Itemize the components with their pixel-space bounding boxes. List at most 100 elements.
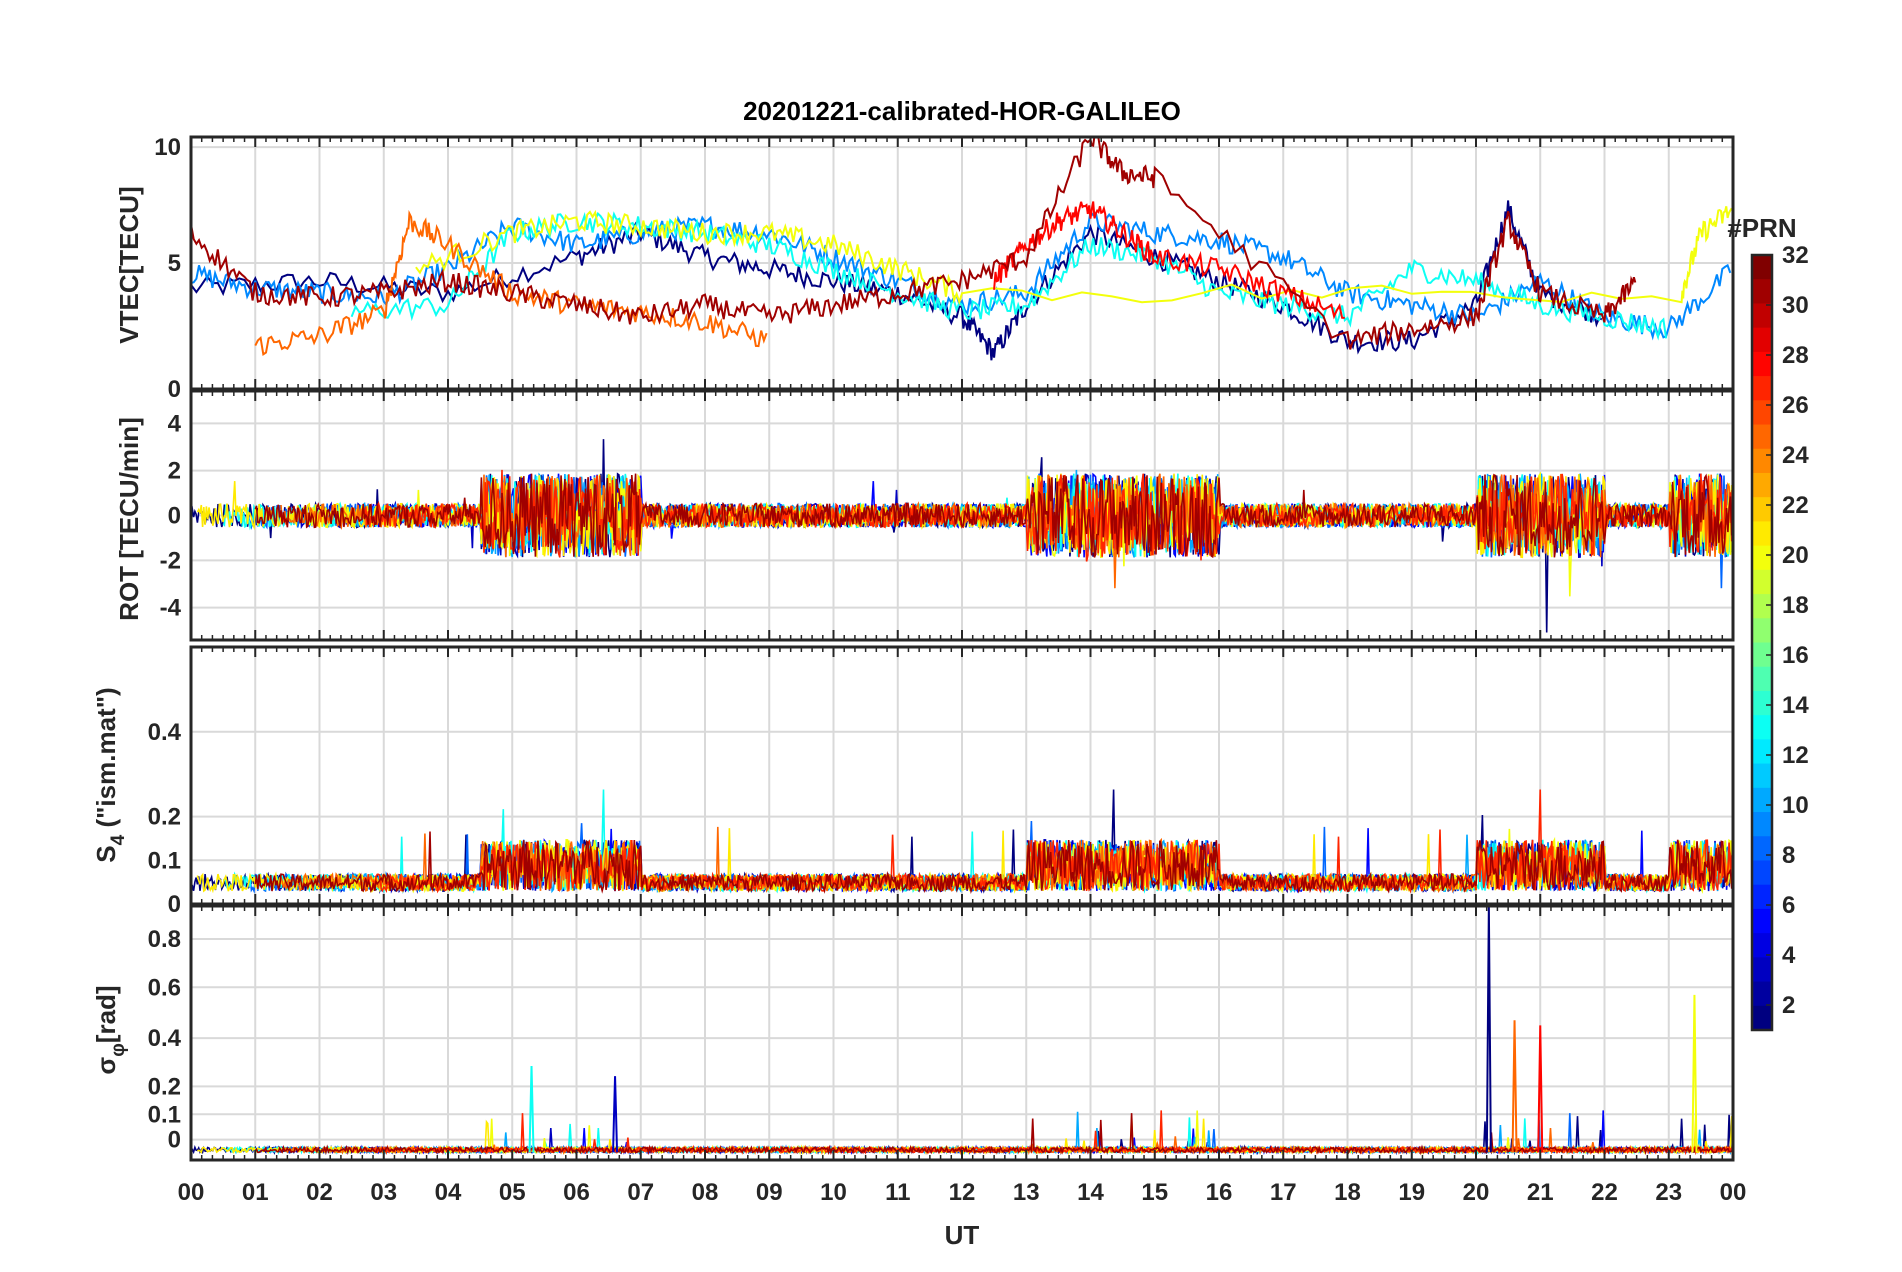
colorbar-segment <box>1752 908 1772 934</box>
spike-prn-28 <box>1537 1025 1544 1153</box>
colorbar-segment <box>1752 690 1772 716</box>
chart-title: 20201221-calibrated-HOR-GALILEO <box>743 96 1181 126</box>
x-tick-label: 00 <box>1720 1179 1747 1206</box>
colorbar-segment <box>1752 812 1772 837</box>
colorbar-segment <box>1752 957 1772 983</box>
colorbar-segment <box>1752 884 1772 910</box>
series-group <box>191 789 1733 895</box>
colorbar-tick-label: 26 <box>1782 392 1809 419</box>
x-tick-label: 23 <box>1655 1179 1682 1206</box>
x-tick-label: 07 <box>627 1179 654 1206</box>
colorbar-tick-label: 22 <box>1782 492 1809 519</box>
spike-prn-13 <box>528 1065 535 1153</box>
colorbar-tick-label: 20 <box>1782 542 1809 569</box>
x-tick-label: 22 <box>1591 1179 1618 1206</box>
colorbar-segment <box>1752 521 1772 547</box>
colorbar-segment <box>1752 255 1772 280</box>
spike-prn-20 <box>1691 994 1698 1153</box>
colorbar-segment <box>1752 933 1772 958</box>
colorbar-segment <box>1752 448 1772 474</box>
panel-3: 0.4 0.2 0.1 0 S4 ("ism.mat") <box>91 645 1735 918</box>
x-tick-label: 16 <box>1206 1179 1233 1206</box>
colorbar-segment <box>1752 279 1772 304</box>
panel-frame <box>189 389 1735 642</box>
series-line-prn-28 <box>993 201 1345 320</box>
y-axis-label: ROT [TECU/min] <box>114 417 144 621</box>
series-line-prn-31 <box>191 137 1637 350</box>
x-axis-label: UT <box>945 1220 980 1250</box>
x-tick-label: 19 <box>1398 1179 1425 1206</box>
colorbar-frame <box>1750 253 1774 1032</box>
colorbar-tick-label: 24 <box>1782 442 1809 469</box>
y-tick-label: 0 <box>168 891 181 918</box>
series-group <box>191 906 1733 1156</box>
colorbar-tick-label: 18 <box>1782 592 1809 619</box>
y-axis-label: σφ[rad] <box>91 985 129 1074</box>
colorbar-segment <box>1752 739 1772 765</box>
colorbar-tick-label: 2 <box>1782 992 1795 1019</box>
colorbar-title: #PRN <box>1727 213 1796 243</box>
x-tick-label: 17 <box>1270 1179 1297 1206</box>
colorbar-segment <box>1752 351 1772 377</box>
panel-frame <box>189 904 1735 1162</box>
x-tick-label: 21 <box>1527 1179 1554 1206</box>
x-tick-label: 13 <box>1013 1179 1040 1206</box>
colorbar-segment <box>1752 787 1772 813</box>
colorbar-segment <box>1752 642 1772 668</box>
panel-frame <box>189 645 1735 906</box>
y-tick-label: -4 <box>160 595 182 622</box>
x-tick-label: 09 <box>756 1179 783 1206</box>
x-tick-label: 10 <box>820 1179 847 1206</box>
colorbar-tick-label: 32 <box>1782 242 1809 269</box>
y-axis-label: VTEC[TECU] <box>114 186 144 343</box>
x-tick-label: 05 <box>499 1179 526 1206</box>
y-tick-label: 0.2 <box>148 1073 181 1100</box>
y-tick-label: 0.2 <box>148 804 181 831</box>
colorbar-segment <box>1752 472 1772 498</box>
y-tick-label: 0 <box>168 376 181 403</box>
colorbar-segment <box>1752 666 1772 692</box>
y-tick-label: 5 <box>168 250 181 277</box>
x-tick-label: 18 <box>1334 1179 1361 1206</box>
colorbar-segment <box>1752 836 1772 861</box>
x-tick-label: 03 <box>370 1179 397 1206</box>
x-axis: 00 01 02 03 04 05 06 07 08 09 10 11 12 13 14 15 16 17 18 19… <box>178 1179 1747 1206</box>
series-group <box>191 439 1733 633</box>
y-tick-label: 10 <box>154 134 181 161</box>
colorbar-tick-label: 30 <box>1782 292 1809 319</box>
x-tick-label: 01 <box>242 1179 269 1206</box>
series-line-prn-20 <box>415 206 1733 306</box>
series-line-prn-31 <box>254 831 1733 895</box>
series-line-prn-13 <box>350 211 1668 341</box>
series-line-prn-31 <box>254 473 1733 559</box>
panel-2: 4 2 0 -2 -4 ROT [TECU/min] <box>114 389 1735 642</box>
x-tick-label: 15 <box>1141 1179 1168 1206</box>
colorbar-segment <box>1752 327 1772 353</box>
spike-prn-1 <box>1485 906 1492 1153</box>
series-group <box>191 137 1733 361</box>
y-tick-label: 0.6 <box>148 974 181 1001</box>
y-tick-label: 0.1 <box>148 847 181 874</box>
y-tick-label: 0.4 <box>148 1025 182 1052</box>
spike-prn-3 <box>612 1076 619 1153</box>
x-tick-label: 00 <box>178 1179 205 1206</box>
panel-frame <box>189 135 1735 391</box>
colorbar-segment <box>1752 400 1772 426</box>
spike-prn-25 <box>1511 1020 1518 1153</box>
colorbar-segment <box>1752 545 1772 571</box>
colorbar-segment <box>1752 497 1772 522</box>
colorbar-segment <box>1752 1005 1772 1031</box>
y-tick-label: 0 <box>168 503 181 530</box>
colorbar-segment <box>1752 376 1772 401</box>
x-tick-label: 20 <box>1463 1179 1490 1206</box>
colorbar-segment <box>1752 715 1772 740</box>
colorbar-segment <box>1752 763 1772 789</box>
x-tick-label: 02 <box>306 1179 333 1206</box>
x-tick-label: 11 <box>885 1179 910 1206</box>
colorbar-segment <box>1752 618 1772 643</box>
colorbar-segment <box>1752 594 1772 619</box>
x-tick-label: 12 <box>949 1179 976 1206</box>
y-tick-label: 0 <box>168 1127 181 1154</box>
